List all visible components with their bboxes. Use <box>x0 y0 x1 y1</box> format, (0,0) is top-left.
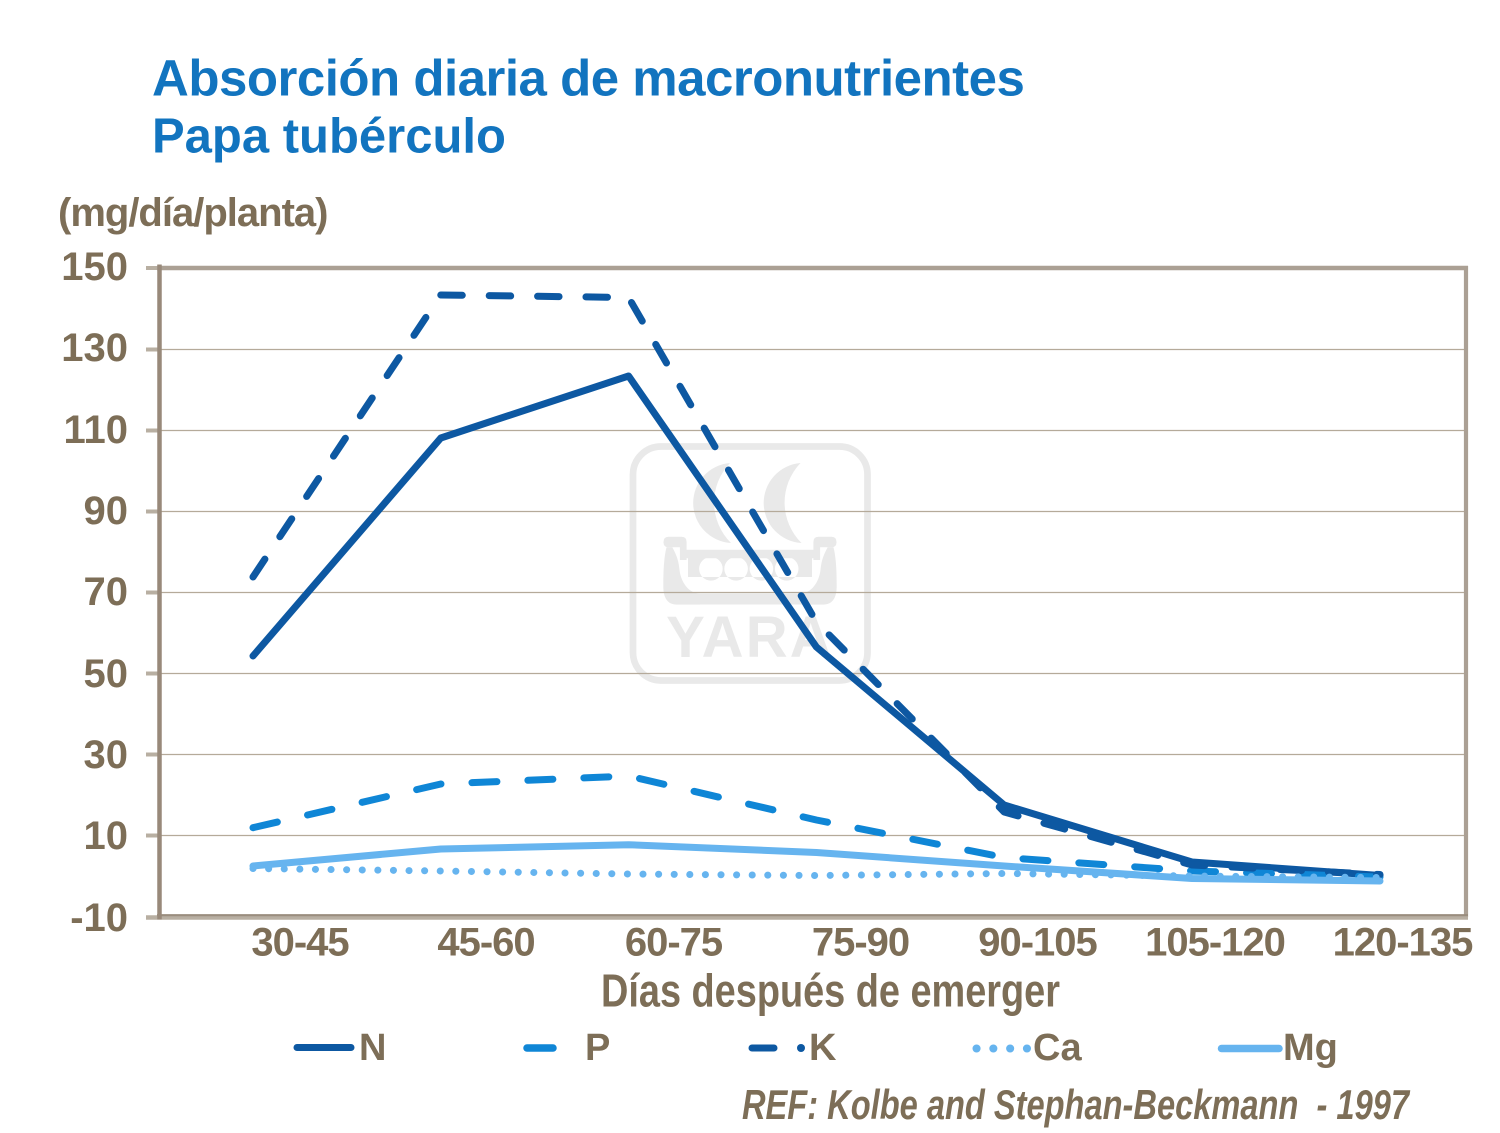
svg-text:120-135: 120-135 <box>1333 921 1474 965</box>
svg-text:60-75: 60-75 <box>625 921 723 965</box>
svg-text:50: 50 <box>84 652 129 696</box>
svg-text:110: 110 <box>63 408 128 452</box>
svg-text:45-60: 45-60 <box>437 921 534 965</box>
svg-text:P: P <box>585 1027 610 1069</box>
svg-text:-10: -10 <box>70 896 128 940</box>
svg-text:10: 10 <box>84 814 129 858</box>
svg-text:Absorción diaria de macronutri: Absorción diaria de macronutrientes <box>152 50 1024 107</box>
svg-text:75-90: 75-90 <box>812 921 909 965</box>
svg-text:Ca: Ca <box>1033 1027 1082 1069</box>
svg-text:30-45: 30-45 <box>251 921 349 965</box>
svg-text:(mg/día/planta): (mg/día/planta) <box>58 191 327 235</box>
svg-text:N: N <box>359 1027 386 1069</box>
svg-text:Papa tubérculo: Papa tubérculo <box>152 110 506 164</box>
svg-text:90: 90 <box>84 489 129 533</box>
svg-text:90-105: 90-105 <box>978 921 1097 965</box>
svg-text:YARA: YARA <box>666 605 834 670</box>
svg-text:130: 130 <box>61 326 128 370</box>
svg-text:150: 150 <box>61 245 128 289</box>
svg-text:70: 70 <box>84 570 129 614</box>
svg-text:K: K <box>809 1027 837 1069</box>
svg-text:Días después de emerger: Días después de emerger <box>601 965 1060 1017</box>
svg-text:Mg: Mg <box>1283 1027 1338 1069</box>
svg-text:REF: Kolbe and Stephan-Beckman: REF: Kolbe and Stephan-Beckmann - 1997 <box>742 1081 1410 1128</box>
svg-text:105-120: 105-120 <box>1145 921 1285 965</box>
svg-text:30: 30 <box>84 733 129 777</box>
